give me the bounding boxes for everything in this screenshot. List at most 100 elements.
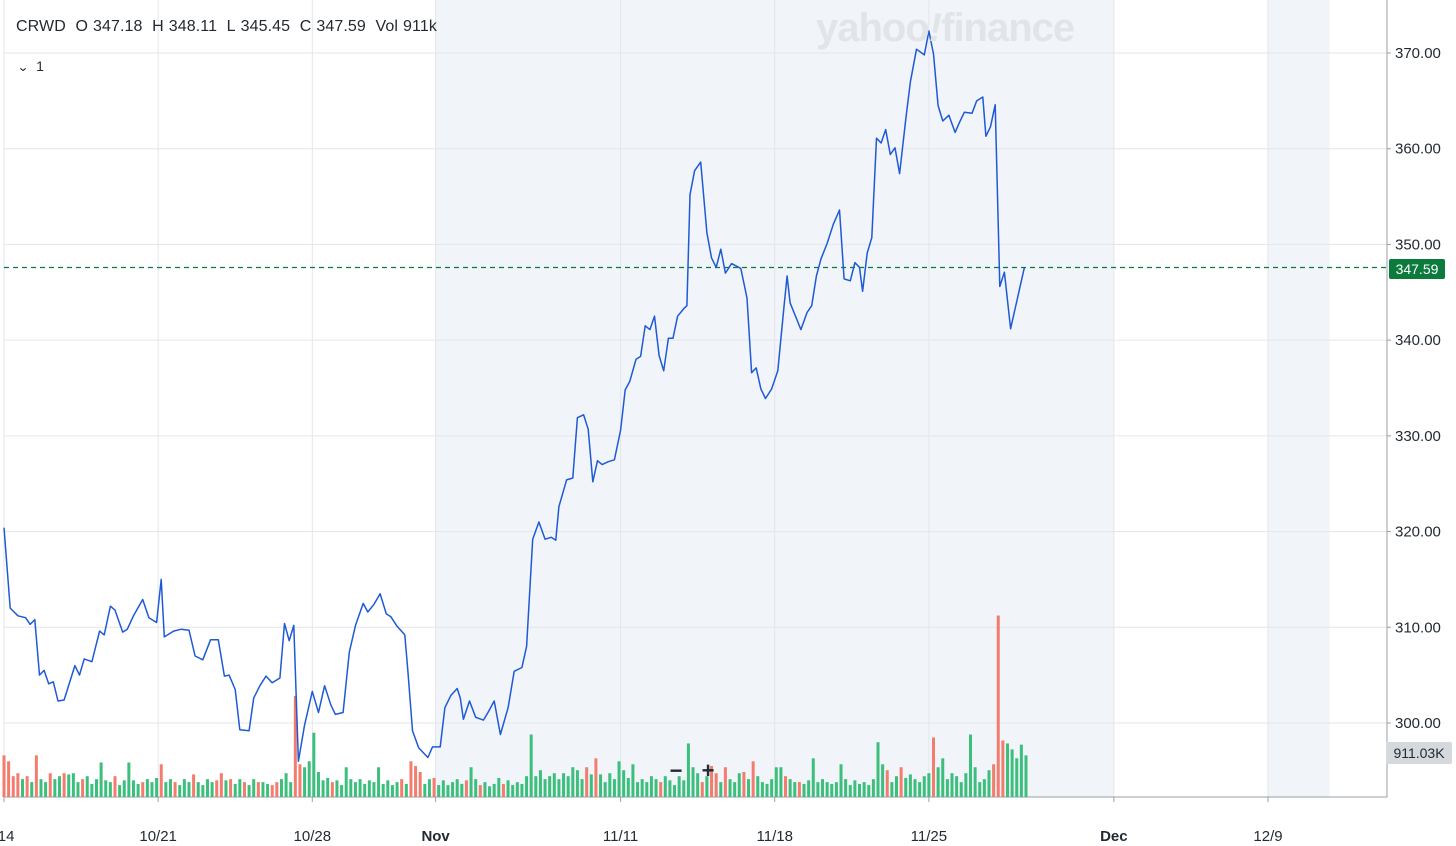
close-value: 347.59	[316, 18, 366, 35]
volume-bar	[599, 774, 603, 797]
volume-bar	[81, 779, 85, 797]
volume-bar	[330, 782, 334, 797]
volume-bar	[252, 779, 256, 797]
volume-bar	[34, 755, 38, 797]
volume-bar	[566, 776, 570, 797]
volume-bar	[950, 773, 954, 797]
volume-bar	[747, 779, 751, 797]
volume-bar	[617, 761, 621, 797]
open-label: O	[75, 18, 88, 35]
volume-bar	[807, 780, 811, 797]
volume-bar	[932, 737, 936, 797]
volume-bar	[649, 776, 653, 797]
volume-bar	[85, 776, 89, 797]
x-tick-label-6: 11/25	[911, 828, 947, 845]
volume-bar	[968, 734, 972, 797]
volume-bar	[608, 773, 612, 797]
volume-label: Vol	[375, 18, 399, 35]
volume-bar	[150, 782, 154, 797]
volume-bar	[53, 779, 57, 797]
volume-bar	[67, 774, 71, 797]
volume-bar	[844, 779, 848, 797]
chevron-down-icon[interactable]: ⌄	[16, 60, 30, 74]
volume-bar	[196, 782, 200, 797]
volume-bar	[640, 779, 644, 797]
zoom-out-button[interactable]: −	[669, 758, 683, 783]
last-price-badge: 347.59	[1389, 259, 1445, 279]
high-label: H	[152, 18, 164, 35]
volume-bar	[668, 780, 672, 797]
volume-bar	[686, 743, 690, 797]
volume-bar	[571, 767, 575, 797]
volume-bar	[353, 782, 357, 797]
price-series-line	[3, 30, 1026, 763]
volume-bar	[62, 773, 66, 797]
volume-bar	[266, 783, 270, 797]
volume-bar	[821, 779, 825, 797]
volume-bar	[784, 776, 788, 797]
volume-bar	[774, 767, 778, 797]
volume-bar	[441, 780, 445, 797]
volume-bar	[936, 767, 940, 797]
volume-bar	[104, 780, 108, 797]
volume-bar	[377, 767, 381, 797]
volume-bar	[312, 732, 316, 797]
volume-bar	[192, 774, 196, 797]
volume-bar	[94, 779, 98, 797]
volume-bar	[645, 782, 649, 797]
volume-bar	[922, 776, 926, 797]
volume-bar	[451, 782, 455, 797]
volume-bar	[543, 779, 547, 797]
volume-bar	[270, 785, 274, 797]
volume-bar	[437, 785, 441, 797]
volume-bar	[418, 772, 422, 797]
volume-bar	[881, 764, 885, 797]
volume-bar	[155, 777, 159, 797]
zoom-in-button[interactable]: +	[701, 758, 715, 783]
volume-bar	[955, 776, 959, 797]
volume-bar	[478, 785, 482, 797]
volume-bar	[48, 773, 52, 797]
volume-bar	[696, 773, 700, 797]
volume-bar	[756, 776, 760, 797]
y-tick-label-5: 320.00	[1395, 524, 1441, 541]
volume-bar	[506, 780, 510, 797]
volume-bar	[830, 783, 834, 797]
volume-bar	[858, 783, 862, 797]
volume-bar	[890, 782, 894, 797]
volume-bar	[520, 783, 524, 797]
volume-bar	[99, 762, 103, 797]
volume-bar	[557, 779, 561, 797]
volume-bar	[816, 782, 820, 797]
volume-bar	[825, 782, 829, 797]
volume-bar	[1019, 744, 1023, 797]
volume-bar	[460, 783, 464, 797]
volume-bar	[737, 773, 741, 797]
volume-bar	[233, 783, 237, 797]
volume-bar	[321, 780, 325, 797]
volume-bar	[751, 761, 755, 797]
open-value: 347.18	[92, 18, 143, 35]
volume-bar	[326, 777, 330, 797]
volume-bar	[275, 782, 279, 797]
close-label: C	[299, 18, 312, 35]
volume-bar	[585, 767, 589, 797]
volume-bar	[862, 782, 866, 797]
volume-bar	[538, 770, 542, 797]
volume-bar	[395, 782, 399, 797]
volume-bar	[876, 742, 880, 797]
volume-bar	[663, 776, 667, 797]
volume-bar	[982, 779, 986, 797]
volume-bar	[996, 615, 1000, 797]
zoom-controls: − +	[660, 758, 724, 784]
volume-bar	[589, 774, 593, 797]
y-tick-label-7: 300.00	[1395, 715, 1441, 732]
volume-bar	[654, 779, 658, 797]
study-toggle[interactable]: ⌄ 1	[16, 58, 44, 74]
volume-bar	[182, 779, 186, 797]
volume-bar	[404, 783, 408, 797]
volume-bar	[603, 782, 607, 797]
volume-bar	[839, 764, 843, 797]
